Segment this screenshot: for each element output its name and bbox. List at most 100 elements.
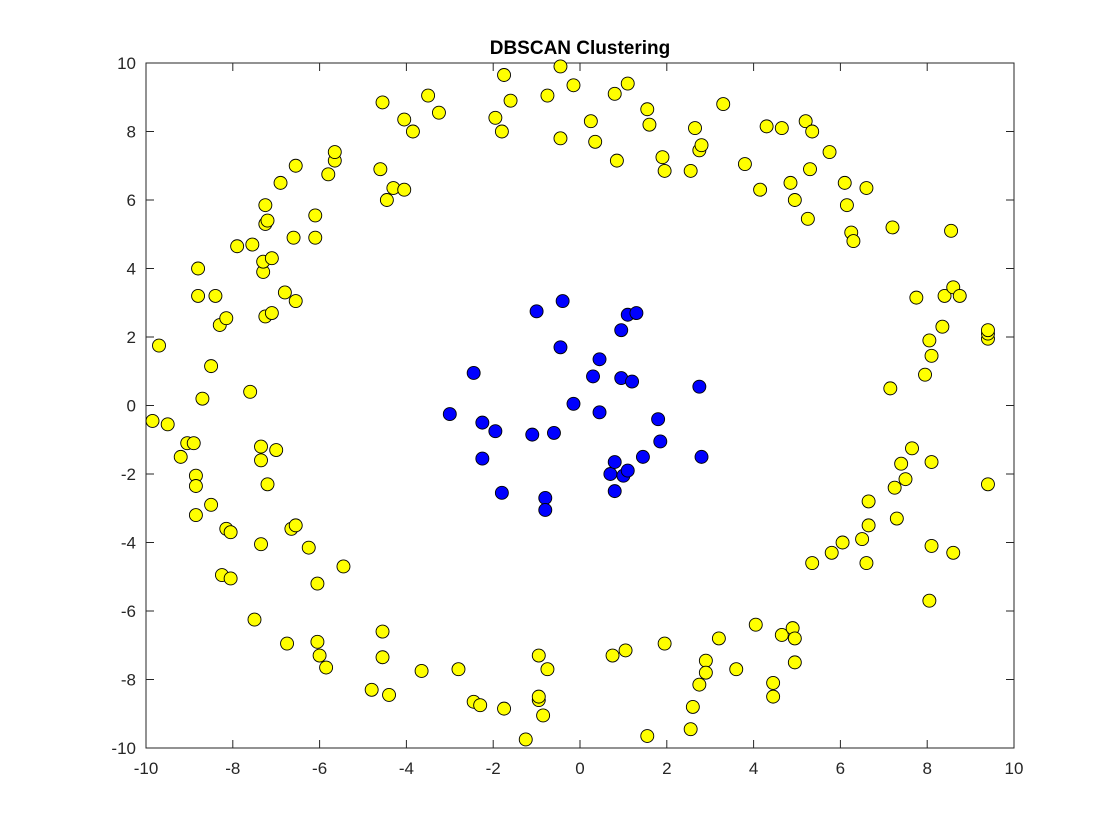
scatter-point-blue	[475, 415, 490, 430]
scatter-point-yellow	[223, 571, 238, 586]
scatter-point-yellow	[642, 117, 657, 132]
scatter-point-yellow	[536, 708, 551, 723]
y-tick-label: 2	[127, 328, 136, 347]
scatter-point-yellow	[924, 348, 939, 363]
scatter-point-yellow	[588, 134, 603, 149]
scatter-point-yellow	[264, 306, 279, 320]
scatter-point-yellow	[803, 162, 817, 177]
scatter-point-blue	[494, 485, 509, 500]
scatter-point-yellow	[885, 220, 900, 235]
scatter-point-yellow	[716, 97, 731, 112]
scatter-point-yellow	[397, 112, 412, 127]
scatter-point-yellow	[405, 124, 420, 139]
scatter-point-yellow	[503, 93, 518, 108]
scatter-point-yellow	[243, 384, 258, 399]
scatter-point-yellow	[145, 413, 160, 428]
scatter-point-yellow	[288, 518, 303, 533]
y-tick-label: 6	[127, 191, 136, 210]
scatter-point-yellow	[223, 525, 238, 540]
scatter-point-yellow	[620, 76, 635, 91]
scatter-point-yellow	[798, 114, 813, 129]
scatter-point-yellow	[327, 145, 342, 160]
x-tick-label: -6	[312, 759, 327, 778]
scatter-point-blue	[592, 352, 607, 367]
scatter-point-yellow	[766, 675, 781, 690]
x-tick-label: 0	[575, 759, 584, 778]
y-tick-label: 8	[127, 123, 136, 142]
scatter-point-yellow	[191, 288, 206, 303]
scatter-point-yellow	[944, 223, 959, 238]
scatter-point-blue	[625, 374, 640, 389]
scatter-point-yellow	[286, 230, 301, 245]
scatter-point-blue	[592, 405, 607, 420]
scatter-point-blue	[553, 340, 568, 355]
scatter-point-blue	[466, 366, 481, 380]
scatter-point-yellow	[766, 689, 781, 704]
scatter-point-blue	[692, 379, 707, 394]
scatter-point-blue	[635, 449, 650, 464]
scatter-point-yellow	[753, 182, 768, 197]
scatter-point-yellow	[277, 285, 292, 300]
scatter-point-yellow	[883, 381, 898, 396]
scatter-point-yellow	[254, 537, 268, 552]
scatter-point-yellow	[310, 634, 325, 649]
scatter-point-yellow	[382, 687, 396, 702]
x-tick-label: -10	[134, 759, 159, 778]
ticks-layer: -10 -8 -6 -4 -2 0 2 4 6 8 10 -10 -8 -6 -4 -2 0 2 4 6 8 10	[111, 54, 1023, 778]
scatter-point-yellow	[308, 230, 323, 245]
scatter-point-yellow	[373, 162, 388, 177]
scatter-point-yellow	[774, 628, 789, 642]
x-tick-label: 8	[922, 759, 931, 778]
scatter-point-yellow	[260, 213, 275, 228]
scatter-point-yellow	[375, 95, 390, 110]
scatter-point-yellow	[258, 198, 273, 213]
scatter-point-yellow	[208, 288, 223, 303]
scatter-point-yellow	[497, 701, 511, 716]
scatter-point-yellow	[783, 175, 798, 190]
scatter-point-blue	[547, 425, 561, 440]
scatter-point-yellow	[288, 294, 303, 308]
x-tick-label: -8	[225, 759, 240, 778]
scatter-point-yellow	[518, 732, 533, 747]
scatter-point-yellow	[191, 261, 206, 276]
scatter-point-yellow	[981, 477, 995, 492]
scatter-point-yellow	[319, 660, 334, 675]
scatter-point-yellow	[219, 311, 234, 326]
scatter-point-yellow	[787, 631, 802, 646]
points-layer	[145, 59, 995, 747]
scatter-point-yellow	[657, 636, 672, 651]
scatter-point-yellow	[195, 391, 210, 406]
scatter-point-yellow	[922, 333, 937, 348]
scatter-point-yellow	[935, 319, 950, 334]
y-tick-label: -4	[121, 534, 136, 553]
scatter-point-yellow	[204, 359, 219, 374]
scatter-point-yellow	[937, 288, 952, 303]
scatter-point-yellow	[583, 114, 598, 129]
scatter-point-yellow	[640, 729, 655, 743]
scatter-point-yellow	[397, 182, 412, 197]
scatter-point-yellow	[204, 497, 219, 512]
scatter-point-yellow	[748, 617, 763, 632]
scatter-point-yellow	[805, 124, 820, 139]
scatter-point-yellow	[787, 193, 802, 207]
scatter-point-yellow	[698, 665, 713, 680]
scatter-point-yellow	[494, 124, 509, 139]
scatter-point-blue	[694, 449, 709, 464]
x-tick-label: 10	[1005, 759, 1024, 778]
scatter-point-yellow	[861, 494, 876, 509]
scatter-point-yellow	[922, 593, 937, 608]
scatter-point-blue	[529, 304, 544, 319]
x-tick-label: -4	[399, 759, 414, 778]
scatter-point-yellow	[531, 648, 546, 663]
y-tick-label: 10	[117, 54, 136, 73]
scatter-point-blue	[586, 369, 600, 384]
scatter-point-yellow	[301, 540, 316, 555]
scatter-point-yellow	[683, 722, 698, 737]
scatter-point-yellow	[640, 102, 655, 117]
scatter-point-blue	[566, 396, 581, 411]
y-tick-label: -2	[121, 465, 136, 484]
scatter-point-yellow	[835, 535, 850, 550]
scatter-point-blue	[651, 412, 666, 427]
scatter-point-blue	[614, 323, 629, 338]
